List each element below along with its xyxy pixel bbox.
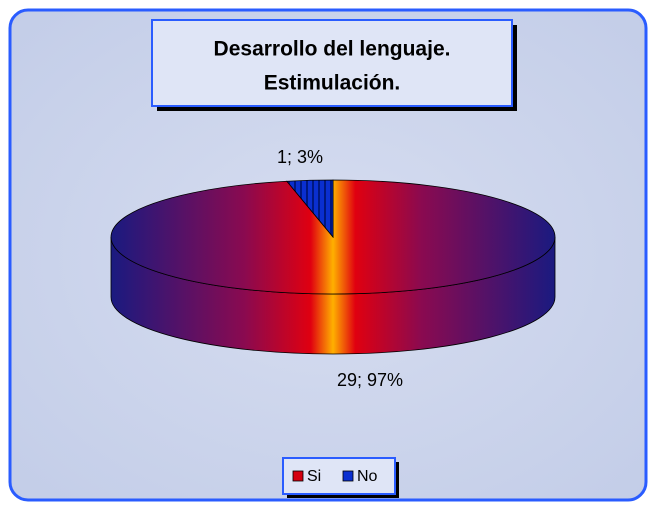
chart-title: Estimulación. <box>264 72 401 95</box>
pie-slice <box>286 179 334 239</box>
legend-swatch <box>342 470 354 482</box>
chart-title: Desarrollo del lenguaje. <box>214 38 451 61</box>
legend-label: No <box>357 468 378 485</box>
data-label: 29; 97% <box>337 370 403 390</box>
title-box <box>151 19 513 107</box>
pie: 29; 97% 1; 3% <box>110 147 556 390</box>
data-label: 1; 3% <box>277 147 323 167</box>
legend: Si No <box>292 468 378 485</box>
legend-swatch <box>292 470 304 482</box>
legend-label: Si <box>307 468 321 485</box>
